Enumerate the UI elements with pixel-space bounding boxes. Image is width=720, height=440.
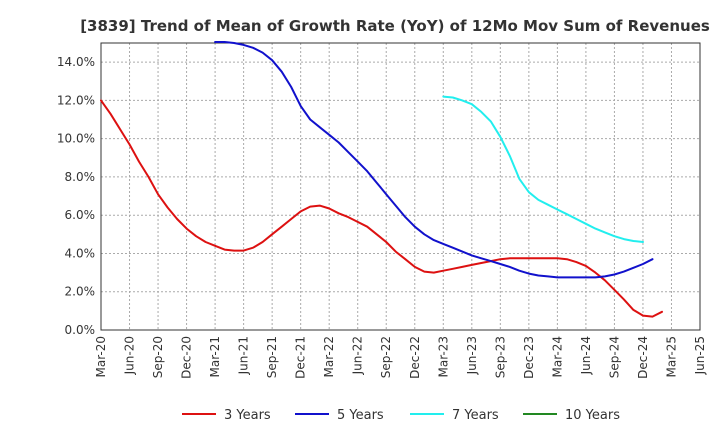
x-tick-label: Jun-23	[465, 336, 479, 375]
series-line-5-years	[214, 41, 654, 279]
x-tick-label: Mar-23	[436, 336, 450, 377]
x-tick-label: Dec-20	[180, 336, 194, 379]
y-tick-label: 8.0%	[65, 170, 96, 184]
x-tick-label: Sep-21	[265, 336, 279, 378]
x-tick-label: Jun-21	[237, 336, 251, 375]
y-tick-label: 14.0%	[57, 55, 95, 69]
legend-label: 5 Years	[337, 408, 384, 423]
y-tick-label: 2.0%	[65, 285, 96, 299]
x-tick-label: Sep-22	[379, 336, 393, 378]
x-tick-label: Mar-25	[664, 336, 678, 377]
legend-label: 7 Years	[452, 408, 499, 423]
x-tick-label: Mar-20	[94, 336, 108, 377]
x-tick-label: Mar-21	[208, 336, 222, 377]
y-tick-label: 4.0%	[65, 246, 96, 260]
x-tick-label: Dec-23	[522, 336, 536, 379]
y-tick-label: 12.0%	[57, 93, 95, 107]
x-tick-label: Jun-22	[351, 336, 365, 375]
y-tick-label: 10.0%	[57, 132, 95, 146]
chart-title: [3839] Trend of Mean of Growth Rate (YoY…	[80, 17, 710, 35]
x-tick-label: Sep-24	[607, 336, 621, 378]
legend-label: 10 Years	[565, 408, 620, 423]
x-tick-label: Jun-24	[579, 336, 593, 375]
x-tick-label: Dec-21	[294, 336, 308, 379]
x-tick-label: Sep-20	[151, 336, 165, 378]
series-line-3-years	[100, 99, 663, 318]
y-tick-label: 6.0%	[65, 208, 96, 222]
x-tick-label: Jun-25	[693, 336, 707, 375]
x-tick-label: Mar-24	[550, 336, 564, 377]
x-tick-label: Sep-23	[493, 336, 507, 378]
series-line-7-years	[442, 95, 644, 243]
x-tick-label: Dec-22	[408, 336, 422, 379]
legend-label: 3 Years	[224, 408, 271, 423]
x-tick-label: Mar-22	[322, 336, 336, 377]
y-tick-label: 0.0%	[65, 323, 96, 337]
plot-frame	[100, 42, 701, 331]
x-tick-label: Dec-24	[636, 336, 650, 379]
legend: 3 Years 5 Years 7 Years 10 Years	[182, 408, 620, 423]
series-lines	[100, 41, 663, 318]
axes: 0.0% 2.0% 4.0% 6.0% 8.0% 10.0% 12.0% 14.0% Mar-2…	[57, 42, 707, 379]
x-tick-label: Jun-20	[123, 336, 137, 375]
